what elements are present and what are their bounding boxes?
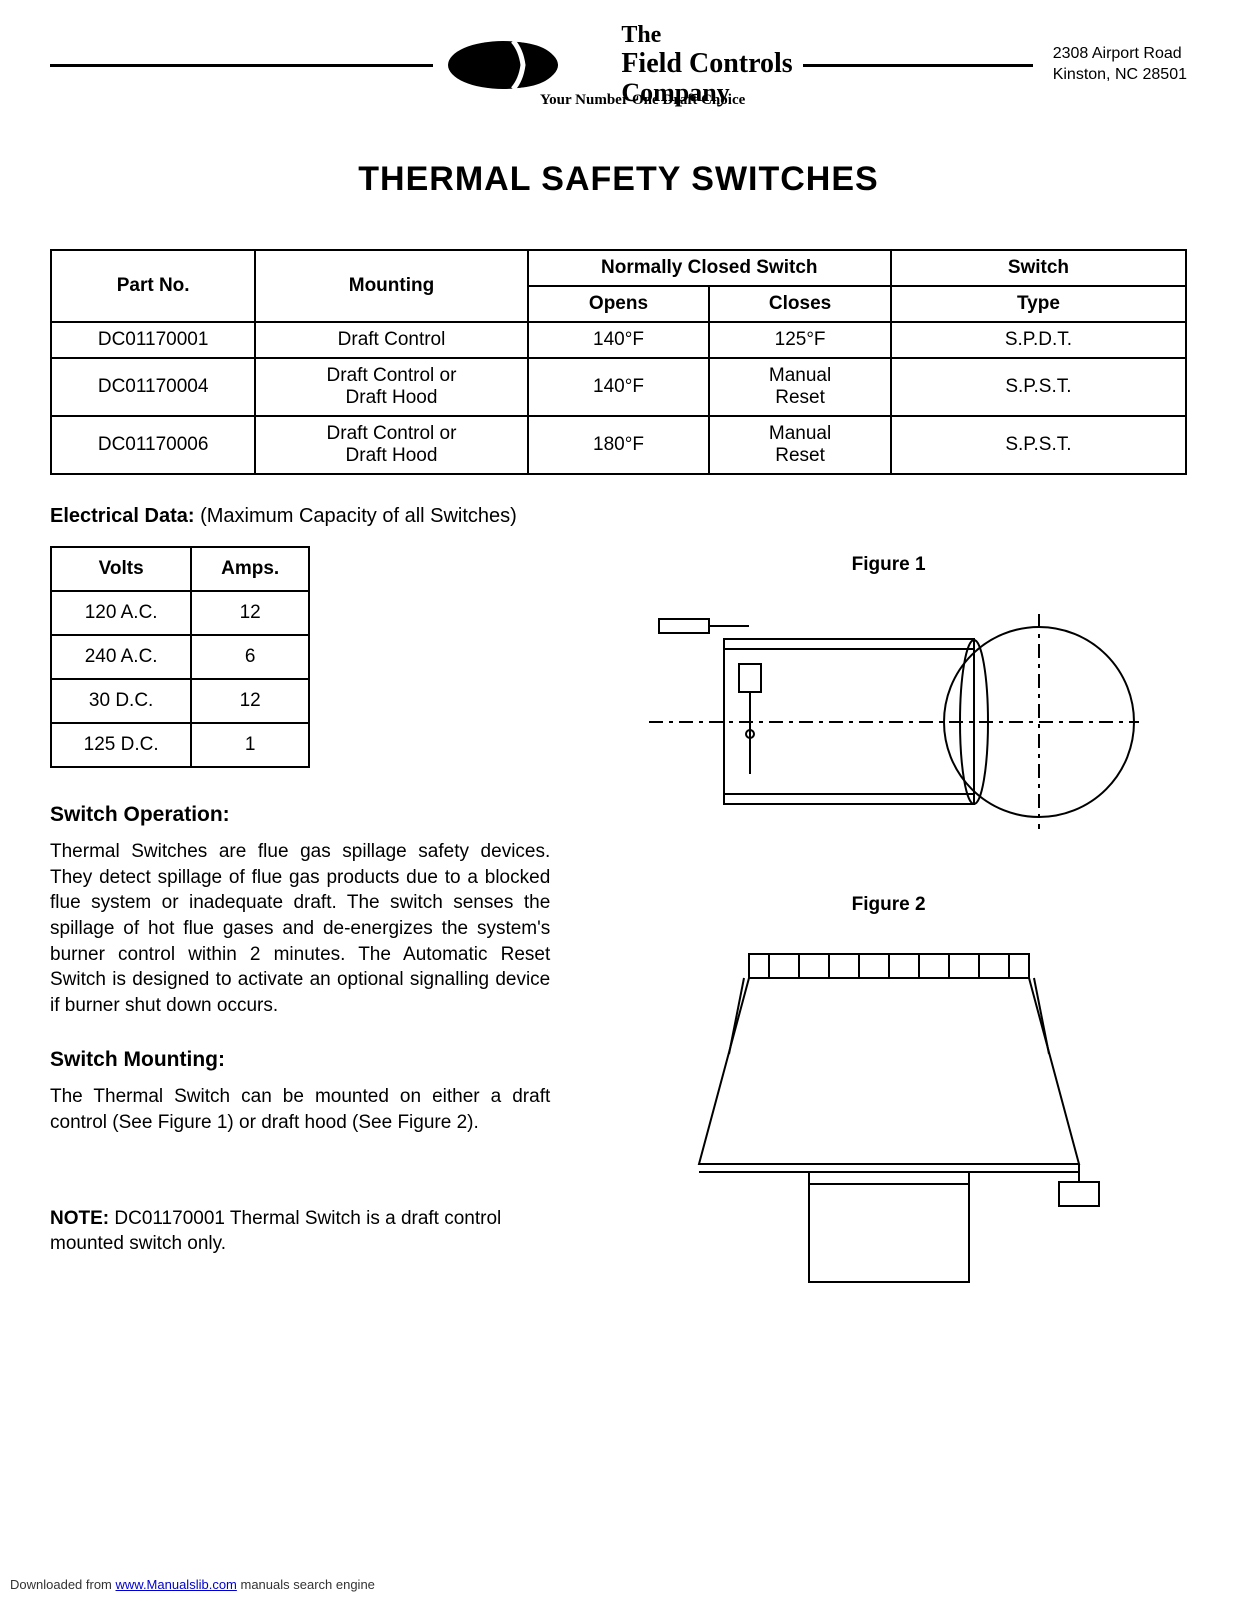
table-row: DC01170001Draft Control140°F125°FS.P.D.T…	[51, 322, 1186, 358]
col-mounting: Mounting	[255, 250, 527, 322]
company-logo-icon	[443, 30, 613, 100]
footer-prefix: Downloaded from	[10, 1577, 116, 1592]
company-line1: The	[621, 22, 792, 48]
table-cell: DC01170006	[51, 416, 255, 474]
company-address: 2308 Airport Road Kinston, NC 28501	[1033, 44, 1187, 86]
table-row: DC01170004Draft Control orDraft Hood140°…	[51, 358, 1186, 416]
col-group-switch: Switch	[891, 250, 1186, 286]
table-cell: 125 D.C.	[51, 723, 191, 767]
table-cell: 140°F	[528, 358, 710, 416]
table-row: DC01170006Draft Control orDraft Hood180°…	[51, 416, 1186, 474]
switch-mounting-body: The Thermal Switch can be mounted on eit…	[50, 1084, 550, 1135]
table-cell: 30 D.C.	[51, 679, 191, 723]
table-header-row: Volts Amps.	[51, 547, 309, 591]
page-header: The Field Controls Company 2308 Airport …	[50, 20, 1187, 110]
table-cell: S.P.D.T.	[891, 322, 1186, 358]
switch-mounting-heading: Switch Mounting:	[50, 1048, 550, 1072]
electrical-label-rest: (Maximum Capacity of all Switches)	[195, 505, 517, 527]
table-row: 120 A.C.12	[51, 591, 309, 635]
address-line1: 2308 Airport Road	[1053, 44, 1187, 65]
header-rule-left	[50, 64, 433, 67]
note-paragraph: NOTE: DC01170001 Thermal Switch is a dra…	[50, 1206, 550, 1257]
electrical-table: Volts Amps. 120 A.C.12240 A.C.630 D.C.12…	[50, 546, 310, 768]
table-cell: S.P.S.T.	[891, 416, 1186, 474]
table-cell: DC01170004	[51, 358, 255, 416]
page-footer: Downloaded from www.Manualslib.com manua…	[10, 1577, 375, 1592]
table-cell: 1	[191, 723, 309, 767]
address-line2: Kinston, NC 28501	[1053, 65, 1187, 86]
table-cell: 12	[191, 591, 309, 635]
table-cell: 12	[191, 679, 309, 723]
col-amps: Amps.	[191, 547, 309, 591]
col-opens: Opens	[528, 286, 710, 322]
col-group-normally-closed: Normally Closed Switch	[528, 250, 891, 286]
switch-operation-body: Thermal Switches are flue gas spillage s…	[50, 839, 550, 1018]
table-cell: ManualReset	[709, 416, 891, 474]
table-cell: DC01170001	[51, 322, 255, 358]
note-rest: DC01170001 Thermal Switch is a draft con…	[50, 1208, 501, 1255]
table-row: 30 D.C.12	[51, 679, 309, 723]
switch-operation-heading: Switch Operation:	[50, 803, 550, 827]
table-cell: 180°F	[528, 416, 710, 474]
table-cell: Draft Control orDraft Hood	[255, 358, 527, 416]
company-line2: Field Controls	[621, 49, 792, 80]
figure-1-diagram	[629, 594, 1149, 844]
company-tagline: Your Number One Draft Choice	[540, 92, 745, 109]
table-cell: ManualReset	[709, 358, 891, 416]
col-closes: Closes	[709, 286, 891, 322]
table-cell: 240 A.C.	[51, 635, 191, 679]
electrical-label-bold: Electrical Data:	[50, 505, 195, 527]
col-type: Type	[891, 286, 1186, 322]
col-volts: Volts	[51, 547, 191, 591]
figure-2-label: Figure 2	[590, 894, 1187, 916]
figure-2-diagram	[659, 934, 1119, 1314]
table-cell: 120 A.C.	[51, 591, 191, 635]
figure-1-label: Figure 1	[590, 554, 1187, 576]
table-cell: Draft Control	[255, 322, 527, 358]
parts-table: Part No. Mounting Normally Closed Switch…	[50, 249, 1187, 475]
table-row: 240 A.C.6	[51, 635, 309, 679]
table-cell: Draft Control orDraft Hood	[255, 416, 527, 474]
table-row: 125 D.C.1	[51, 723, 309, 767]
header-rule-right	[803, 64, 1033, 67]
note-bold: NOTE:	[50, 1208, 109, 1229]
table-cell: 125°F	[709, 322, 891, 358]
table-header-row: Part No. Mounting Normally Closed Switch…	[51, 250, 1186, 286]
footer-suffix: manuals search engine	[237, 1577, 375, 1592]
footer-link[interactable]: www.Manualslib.com	[116, 1577, 237, 1592]
table-cell: 6	[191, 635, 309, 679]
page-title: THERMAL SAFETY SWITCHES	[50, 160, 1187, 199]
table-cell: S.P.S.T.	[891, 358, 1186, 416]
electrical-data-label: Electrical Data: (Maximum Capacity of al…	[50, 505, 1187, 528]
col-part-no: Part No.	[51, 250, 255, 322]
table-cell: 140°F	[528, 322, 710, 358]
